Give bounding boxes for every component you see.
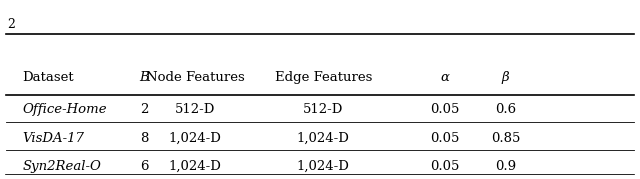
Text: 512-D: 512-D	[303, 103, 344, 116]
Text: 0.05: 0.05	[430, 132, 460, 145]
Text: 1,024-D: 1,024-D	[297, 132, 349, 145]
Text: 0.9: 0.9	[495, 160, 516, 173]
Text: 0.05: 0.05	[430, 160, 460, 173]
Text: B: B	[139, 71, 149, 84]
Text: 1,024-D: 1,024-D	[169, 160, 221, 173]
Text: 8: 8	[140, 132, 148, 145]
Text: 6: 6	[140, 160, 148, 173]
Text: Node Features: Node Features	[146, 71, 244, 84]
Text: 0.85: 0.85	[491, 132, 520, 145]
Text: 0.6: 0.6	[495, 103, 516, 116]
Text: VisDA-17: VisDA-17	[22, 132, 84, 145]
Text: Syn2Real-O: Syn2Real-O	[22, 160, 101, 173]
Text: Edge Features: Edge Features	[275, 71, 372, 84]
Text: 512-D: 512-D	[175, 103, 216, 116]
Text: 1,024-D: 1,024-D	[169, 132, 221, 145]
Text: 0.05: 0.05	[430, 103, 460, 116]
Text: β: β	[502, 71, 509, 84]
Text: 2: 2	[140, 103, 148, 116]
Text: α: α	[440, 71, 449, 84]
Text: Dataset: Dataset	[22, 71, 74, 84]
Text: Office-Home: Office-Home	[22, 103, 107, 116]
Text: 2: 2	[8, 18, 15, 31]
Text: 1,024-D: 1,024-D	[297, 160, 349, 173]
